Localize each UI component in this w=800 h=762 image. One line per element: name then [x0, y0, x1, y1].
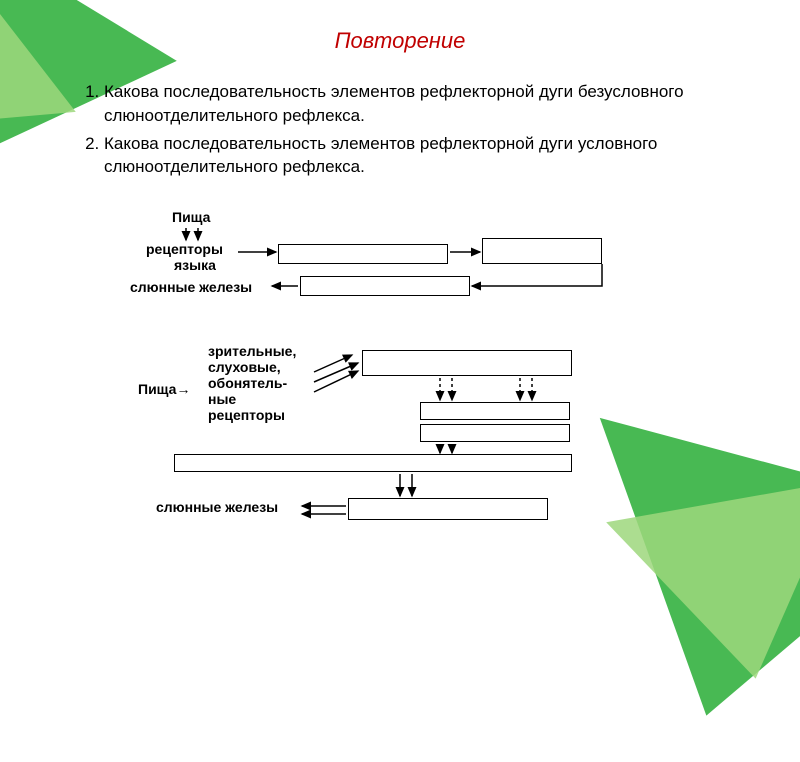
diagrams-container: Пища рецепторы языка слюнные железы Пища… — [100, 210, 660, 580]
question-list: Какова последовательность элементов рефл… — [80, 80, 700, 183]
d1-box-1 — [278, 244, 448, 264]
decor-triangle-topleft-light — [0, 0, 76, 128]
d2-box-mid2 — [420, 424, 570, 442]
d1-food-label: Пища — [172, 210, 210, 225]
d2-salivary-label: слюнные железы — [156, 500, 278, 515]
d2-box-mid1 — [420, 402, 570, 420]
d2-box-wide — [174, 454, 572, 472]
d2-food-text: Пища — [138, 381, 176, 397]
d1-box-2 — [482, 238, 602, 264]
d1-salivary-label: слюнные железы — [130, 280, 252, 295]
d2-box-top — [362, 350, 572, 376]
d2-receptors-line5: рецепторы — [208, 408, 285, 423]
d2-receptors-line2: слуховые, — [208, 360, 281, 375]
d1-receptors-line1: рецепторы — [146, 242, 223, 257]
question-item-1: Какова последовательность элементов рефл… — [104, 80, 700, 128]
d2-receptors-line3: обонятель- — [208, 376, 287, 391]
d2-food-arrow: → — [176, 381, 190, 397]
d2-box-bot — [348, 498, 548, 520]
d2-food-label: Пища→ — [138, 382, 190, 397]
d2-receptors-line1: зрительные, — [208, 344, 296, 359]
d1-box-3 — [300, 276, 470, 296]
page-title: Повторение — [335, 28, 466, 54]
d1-receptors-line2: языка — [174, 258, 216, 273]
d2-receptors-line4: ные — [208, 392, 236, 407]
question-item-2: Какова последовательность элементов рефл… — [104, 132, 700, 180]
